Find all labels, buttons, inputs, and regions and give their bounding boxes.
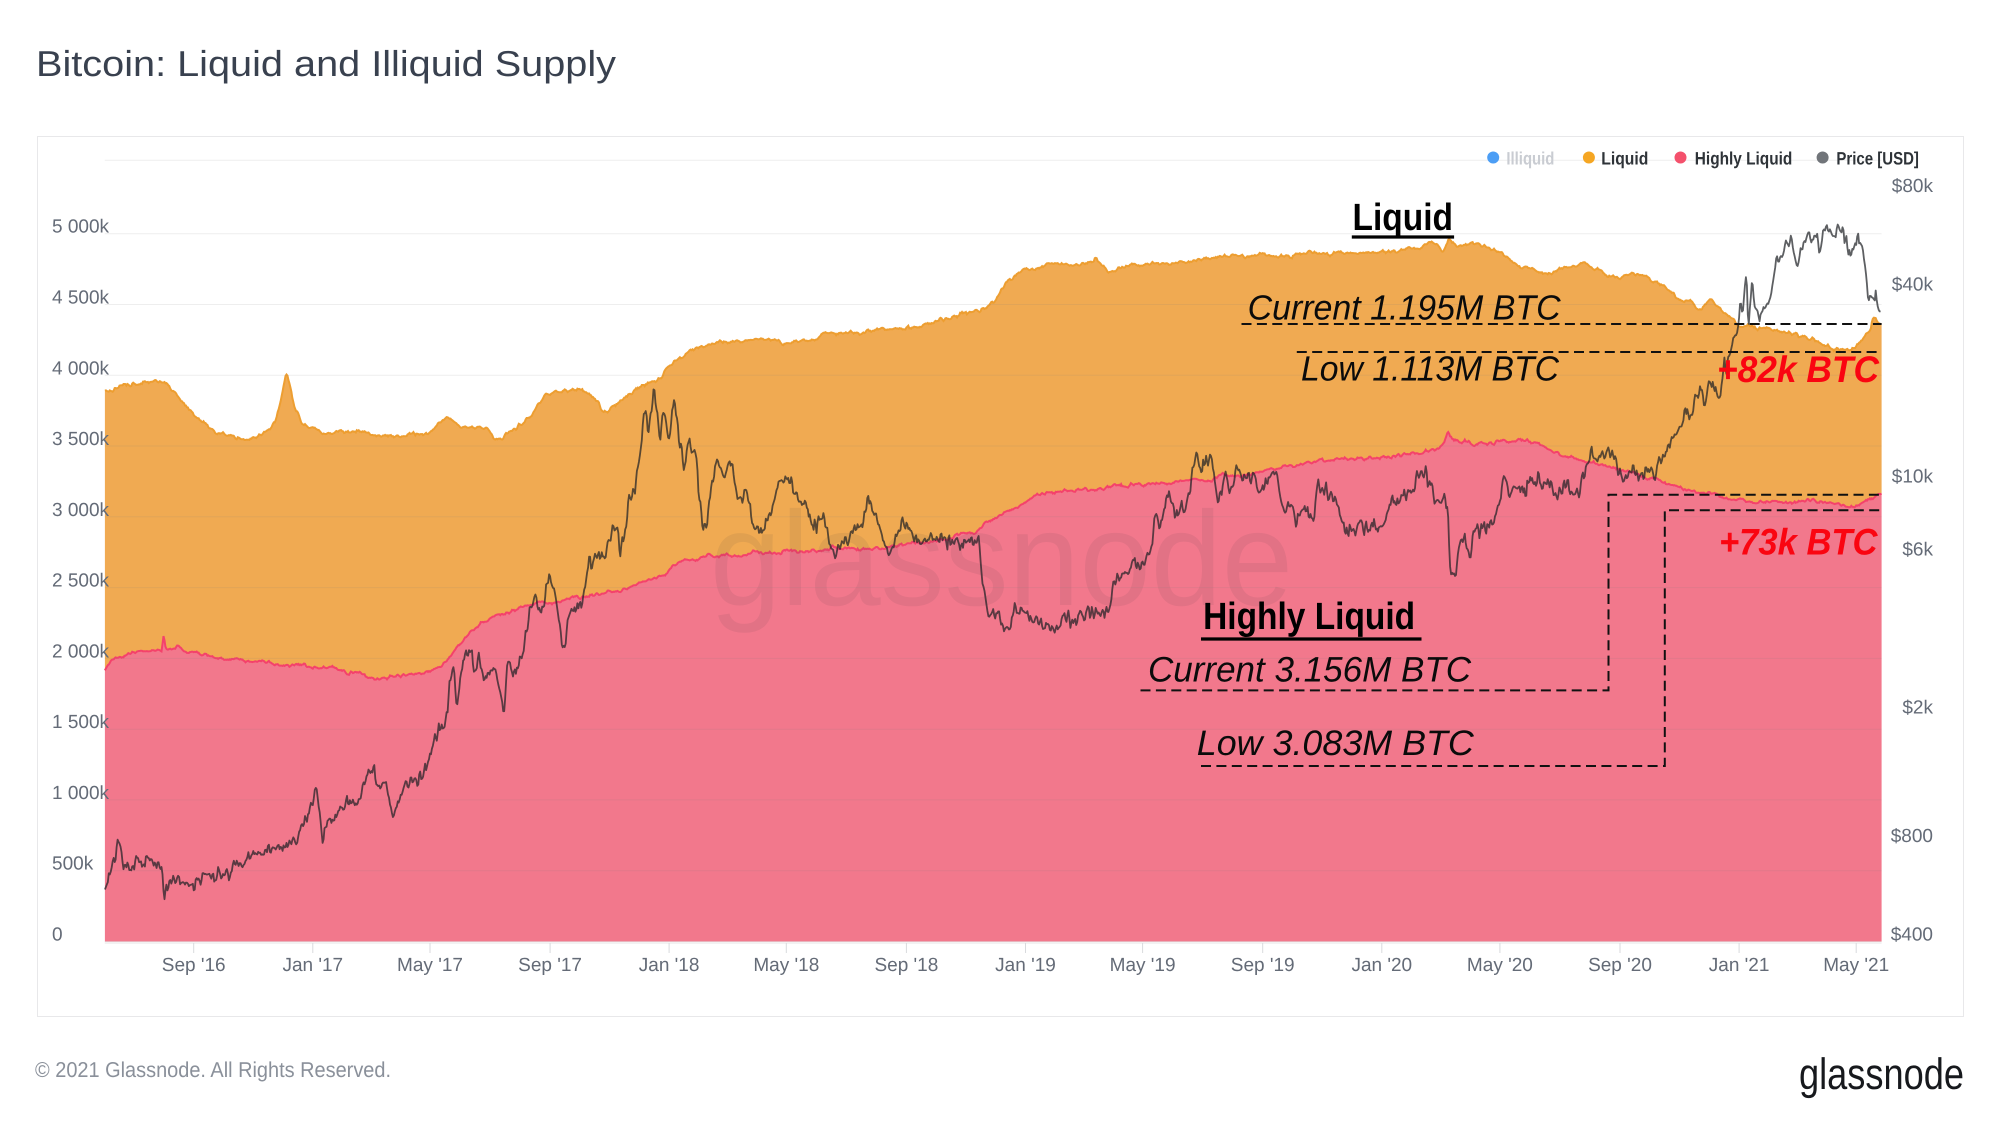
svg-text:1 000k: 1 000k [52, 783, 110, 804]
svg-text:$40k: $40k [1892, 274, 1934, 295]
svg-text:+73k BTC: +73k BTC [1719, 522, 1879, 563]
svg-text:$400: $400 [1891, 924, 1933, 945]
svg-text:Liquid: Liquid [1601, 149, 1648, 169]
svg-text:4 500k: 4 500k [52, 288, 110, 309]
svg-text:Price [USD]: Price [USD] [1836, 149, 1919, 169]
svg-text:© 2021 Glassnode. All Rights R: © 2021 Glassnode. All Rights Reserved. [35, 1058, 391, 1082]
svg-text:glassnode: glassnode [1799, 1050, 1964, 1099]
svg-text:Jan '18: Jan '18 [639, 955, 700, 976]
svg-text:500k: 500k [52, 854, 94, 875]
svg-text:5 000k: 5 000k [52, 217, 110, 238]
svg-text:Sep '20: Sep '20 [1588, 955, 1652, 976]
svg-text:$10k: $10k [1892, 467, 1934, 488]
svg-text:3 000k: 3 000k [52, 500, 110, 521]
svg-text:Jan '20: Jan '20 [1351, 955, 1412, 976]
svg-text:2 500k: 2 500k [52, 571, 110, 592]
svg-text:$80k: $80k [1892, 176, 1934, 197]
svg-text:Low 1.113M BTC: Low 1.113M BTC [1301, 350, 1560, 389]
svg-text:May '21: May '21 [1823, 955, 1889, 976]
svg-text:$2k: $2k [1902, 698, 1933, 719]
svg-text:1 500k: 1 500k [52, 712, 110, 733]
svg-text:Jan '17: Jan '17 [282, 955, 343, 976]
svg-text:3 500k: 3 500k [52, 429, 110, 450]
svg-text:Sep '18: Sep '18 [874, 955, 938, 976]
svg-text:Sep '19: Sep '19 [1231, 955, 1295, 976]
svg-text:May '19: May '19 [1110, 955, 1176, 976]
svg-text:Jan '21: Jan '21 [1709, 955, 1770, 976]
svg-text:$800: $800 [1891, 826, 1933, 847]
svg-text:Highly Liquid: Highly Liquid [1203, 596, 1415, 638]
svg-text:Liquid: Liquid [1353, 197, 1454, 239]
svg-text:4 000k: 4 000k [52, 358, 110, 379]
svg-text:May '17: May '17 [397, 955, 463, 976]
svg-text:May '20: May '20 [1467, 955, 1533, 976]
svg-text:Bitcoin: Liquid and Illiquid S: Bitcoin: Liquid and Illiquid Supply [36, 43, 616, 84]
svg-text:Low 3.083M BTC: Low 3.083M BTC [1197, 723, 1474, 763]
svg-text:Sep '16: Sep '16 [162, 955, 226, 976]
svg-text:$6k: $6k [1902, 539, 1933, 560]
svg-text:Illiquid: Illiquid [1506, 149, 1554, 169]
svg-text:2 000k: 2 000k [52, 641, 110, 662]
svg-text:+82k BTC: +82k BTC [1717, 349, 1880, 390]
svg-text:Jan '19: Jan '19 [995, 955, 1056, 976]
svg-text:Sep '17: Sep '17 [518, 955, 582, 976]
svg-text:Current 1.195M BTC: Current 1.195M BTC [1248, 288, 1562, 327]
svg-text:Highly Liquid: Highly Liquid [1695, 149, 1793, 169]
svg-text:0: 0 [52, 925, 63, 946]
svg-text:Current 3.156M BTC: Current 3.156M BTC [1148, 650, 1471, 690]
svg-text:May '18: May '18 [753, 955, 819, 976]
